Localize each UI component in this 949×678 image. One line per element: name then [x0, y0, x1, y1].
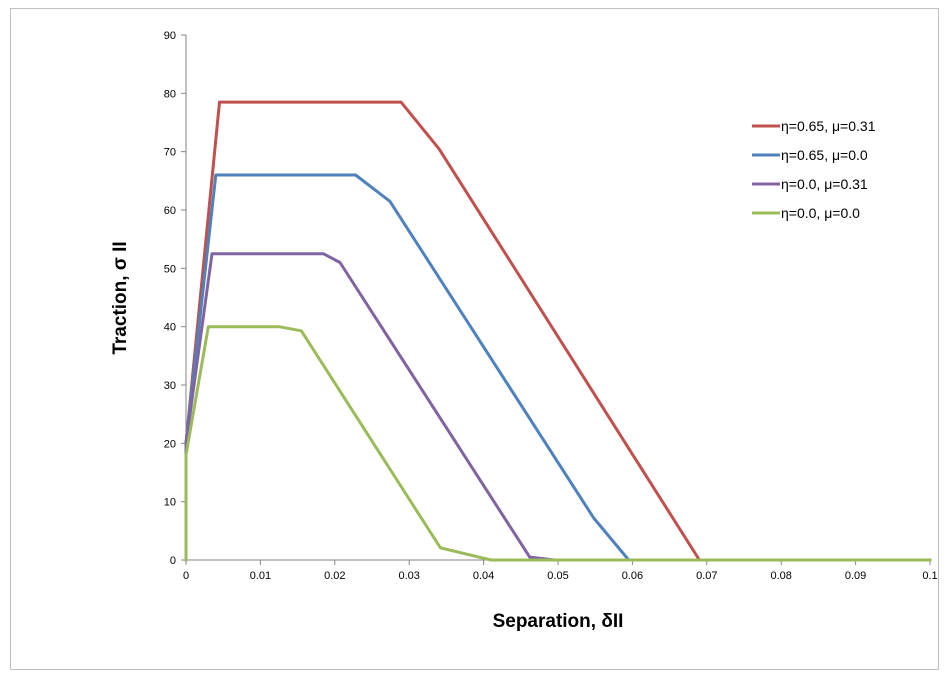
x-tick-label: 0.04 — [473, 570, 494, 582]
x-tick-label: 0.1 — [922, 570, 937, 582]
x-tick-label: 0.02 — [324, 570, 345, 582]
y-tick-label: 40 — [164, 322, 176, 334]
legend-label: η=0.0, μ=0.31 — [781, 176, 868, 192]
legend-label: η=0.0, μ=0.0 — [781, 205, 860, 221]
y-tick-label: 30 — [164, 380, 176, 392]
y-axis-title: Traction, σ II — [110, 241, 131, 354]
x-tick-label: 0 — [183, 570, 189, 582]
series-line-3 — [184, 252, 932, 562]
y-tick-label: 50 — [164, 263, 176, 275]
axes: 0 10 20 30 40 50 60 70 80 90 0 0.01 0.02 0.03 0.04 0.05… — [164, 30, 938, 582]
x-tick-label: 0.06 — [622, 570, 643, 582]
x-tick-label: 0.05 — [547, 570, 568, 582]
y-tick-label: 20 — [164, 438, 176, 450]
series-line-4 — [184, 325, 932, 562]
y-tick-label: 60 — [164, 205, 176, 217]
legend-label: η=0.65, μ=0.31 — [781, 118, 876, 134]
y-tick-label: 90 — [164, 30, 176, 42]
y-tick-label: 0 — [170, 555, 176, 567]
x-tick-label: 0.01 — [250, 570, 271, 582]
series-layer — [184, 100, 932, 562]
x-tick-label: 0.08 — [770, 570, 791, 582]
series-line-2 — [184, 173, 932, 562]
x-tick-label: 0.03 — [398, 570, 419, 582]
legend-label: η=0.65, μ=0.0 — [781, 147, 868, 163]
x-tick-label: 0.09 — [845, 570, 866, 582]
x-tick-label: 0.07 — [696, 570, 717, 582]
y-tick-label: 70 — [164, 147, 176, 159]
y-tick-label: 80 — [164, 88, 176, 100]
x-axis-title: Separation, δII — [493, 611, 624, 632]
y-tick-label: 10 — [164, 497, 176, 509]
legend: η=0.65, μ=0.31 η=0.65, μ=0.0 η=0.0, μ=0.31… — [752, 118, 876, 221]
